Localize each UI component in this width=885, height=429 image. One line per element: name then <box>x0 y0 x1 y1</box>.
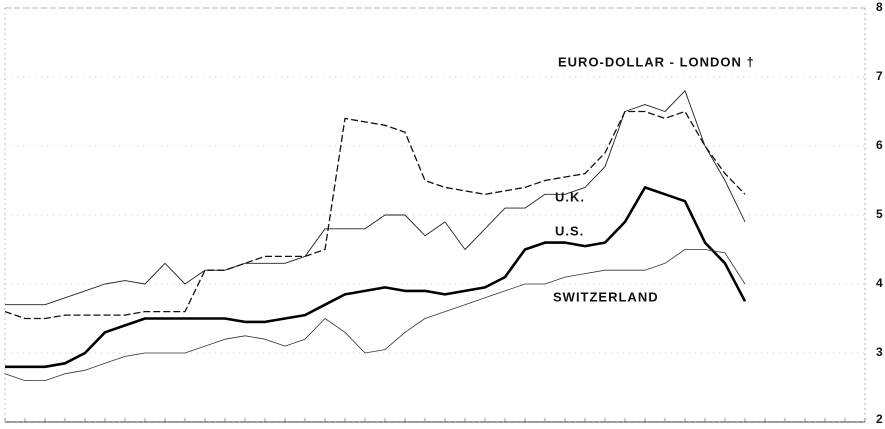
series-line <box>4 249 746 381</box>
series-line <box>4 110 746 320</box>
y-tick-label: 3 <box>876 345 883 359</box>
series-line <box>5 90 746 306</box>
y-tick-label: 5 <box>876 207 883 221</box>
series-label: U.K. <box>555 189 585 204</box>
series-label: SWITZERLAND <box>553 289 659 304</box>
y-tick-label: 2 <box>876 412 883 426</box>
y-tick-label: 6 <box>876 138 883 152</box>
series-label: EURO-DOLLAR - LONDON † <box>558 54 755 69</box>
y-tick-label: 7 <box>876 69 883 83</box>
y-tick-label: 4 <box>876 276 883 290</box>
series-label: U.S. <box>555 223 584 238</box>
series-line <box>5 186 747 369</box>
y-tick-label: 8 <box>876 0 883 14</box>
